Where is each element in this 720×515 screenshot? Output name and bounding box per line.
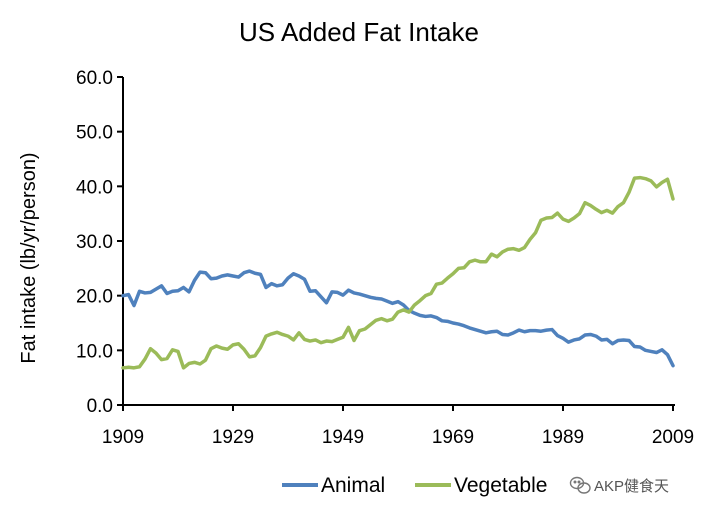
y-tick-label: 40.0 bbox=[76, 177, 113, 198]
legend-label-animal: Animal bbox=[321, 474, 385, 497]
y-tick-label: 20.0 bbox=[76, 287, 113, 308]
legend: Animal Vegetable bbox=[282, 474, 547, 497]
y-tick-label: 10.0 bbox=[76, 341, 113, 362]
wechat-icon bbox=[569, 476, 591, 494]
y-tick-label: 60.0 bbox=[76, 68, 113, 89]
series-layer bbox=[121, 175, 675, 370]
watermark-text: AKP健食天 bbox=[594, 478, 669, 495]
y-tick-label: 50.0 bbox=[76, 123, 113, 144]
legend-label-vegetable: Vegetable bbox=[454, 474, 547, 497]
y-axis-label: Fat intake (lb/yr/person) bbox=[18, 152, 40, 363]
x-tick-label: 1969 bbox=[432, 427, 474, 448]
x-tick-label: 2009 bbox=[652, 427, 694, 448]
watermark: AKP健食天 bbox=[569, 476, 669, 495]
x-tick-label: 1929 bbox=[212, 427, 254, 448]
y-tick-label: 30.0 bbox=[76, 232, 113, 253]
series-line-animal bbox=[121, 269, 675, 368]
y-axis-ticks: 0.0 10.0 20.0 30.0 40.0 50.0 60.0 bbox=[76, 68, 123, 417]
chart-title: US Added Fat Intake bbox=[239, 17, 479, 47]
x-axis-ticks: 1909 1929 1949 1969 1989 2009 bbox=[102, 405, 694, 448]
x-tick-label: 1989 bbox=[542, 427, 584, 448]
x-tick-label: 1949 bbox=[322, 427, 364, 448]
y-tick-label: 0.0 bbox=[87, 396, 113, 417]
x-tick-label: 1909 bbox=[102, 427, 144, 448]
series-line-vegetable bbox=[121, 175, 675, 370]
